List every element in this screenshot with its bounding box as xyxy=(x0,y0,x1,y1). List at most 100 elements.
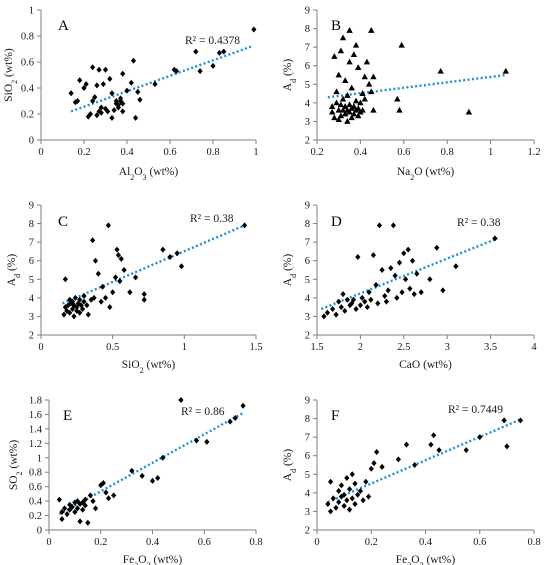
y-axis-title: Ad (%) xyxy=(6,254,22,287)
data-point xyxy=(130,57,137,64)
data-point xyxy=(193,437,200,444)
data-point xyxy=(241,222,248,229)
panel-letter: B xyxy=(331,18,341,34)
x-axis-title: SiO2 (wt%) xyxy=(122,359,176,375)
data-point xyxy=(350,296,357,303)
data-point xyxy=(56,496,62,503)
data-point xyxy=(338,304,344,311)
y-tick-label: 8 xyxy=(305,219,310,230)
data-point xyxy=(72,499,78,506)
y-tick-label: 1.4 xyxy=(29,424,43,435)
data-point xyxy=(98,109,104,116)
data-point xyxy=(368,88,375,95)
data-point xyxy=(348,84,355,91)
y-tick-label: 1 xyxy=(29,6,34,17)
r-squared-label: R² = 0.4378 xyxy=(185,35,240,47)
data-point xyxy=(81,298,87,305)
data-point xyxy=(365,493,372,500)
data-point xyxy=(379,463,385,470)
data-point xyxy=(100,81,106,88)
data-point xyxy=(355,491,361,498)
data-point xyxy=(342,110,349,117)
data-point xyxy=(98,298,104,305)
data-point xyxy=(333,99,340,106)
data-point xyxy=(155,475,161,481)
data-point xyxy=(342,307,348,314)
y-tick-label: 7 xyxy=(305,43,310,54)
data-point xyxy=(100,480,106,487)
data-point xyxy=(94,82,100,89)
data-point xyxy=(128,79,134,86)
y-tick-label: 2 xyxy=(305,331,310,342)
data-point xyxy=(77,77,83,84)
data-point xyxy=(346,58,353,65)
data-point xyxy=(366,289,372,296)
data-point xyxy=(371,460,377,467)
x-tick-label: 0.6 xyxy=(198,537,211,548)
x-tick-label: 1 xyxy=(253,147,258,158)
data-point xyxy=(330,495,336,502)
data-point xyxy=(399,289,405,296)
data-point xyxy=(355,105,362,111)
data-point xyxy=(160,454,166,461)
x-tick-label: 1.5 xyxy=(249,342,262,353)
data-point xyxy=(120,100,126,107)
x-tick-label: 0 xyxy=(38,147,43,158)
data-point xyxy=(109,114,115,121)
data-point xyxy=(121,267,127,273)
data-point xyxy=(325,501,331,507)
x-tick-label: 0.8 xyxy=(249,537,262,548)
trendline xyxy=(327,73,506,99)
data-point xyxy=(353,306,359,312)
data-point xyxy=(59,508,65,515)
y-tick-label: 6 xyxy=(305,61,310,72)
x-tick-label: 0.4 xyxy=(354,147,368,158)
data-point xyxy=(129,467,135,474)
y-tick-label: 0.8 xyxy=(21,32,34,43)
y-tick-label: 5 xyxy=(305,275,310,286)
data-point xyxy=(78,302,84,309)
data-point xyxy=(370,73,377,80)
data-point xyxy=(383,298,390,305)
data-point xyxy=(370,106,377,113)
data-point xyxy=(327,478,334,485)
data-point xyxy=(197,68,203,75)
data-point xyxy=(427,276,433,283)
data-point xyxy=(67,309,73,316)
y-tick-label: 0.6 xyxy=(21,58,34,69)
x-tick-label: 0.6 xyxy=(163,147,176,158)
data-point xyxy=(401,250,407,257)
r-squared-label: R² = 0.38 xyxy=(457,217,501,229)
data-point xyxy=(90,98,96,104)
y-tick-label: 0 xyxy=(37,526,42,537)
y-tick-label: 4 xyxy=(29,293,35,304)
data-point xyxy=(349,471,355,478)
x-tick-label: 0.8 xyxy=(441,147,454,158)
data-point xyxy=(64,511,70,518)
data-point xyxy=(396,106,403,113)
y-tick-label: 5 xyxy=(29,275,34,286)
y-tick-label: 7 xyxy=(305,238,310,249)
data-point xyxy=(355,64,362,70)
data-point xyxy=(465,108,473,115)
data-point xyxy=(216,49,223,56)
y-tick-label: 1.2 xyxy=(29,439,42,450)
data-point xyxy=(173,68,180,75)
data-point xyxy=(352,97,360,104)
y-axis-title: Ad (%) xyxy=(282,254,298,287)
data-point xyxy=(412,462,418,468)
data-point xyxy=(418,289,424,296)
x-tick-label: 1 xyxy=(488,147,493,158)
data-point xyxy=(374,449,380,455)
data-point xyxy=(74,98,81,104)
data-point xyxy=(174,250,180,257)
x-tick-label: 0.2 xyxy=(365,537,378,548)
data-point xyxy=(434,244,440,251)
data-point xyxy=(127,289,133,296)
data-point xyxy=(178,263,185,270)
data-point xyxy=(59,516,65,523)
y-tick-label: 1.8 xyxy=(29,396,42,407)
y-tick-label: 2 xyxy=(305,526,310,537)
data-point xyxy=(492,235,498,242)
data-point xyxy=(341,491,347,498)
